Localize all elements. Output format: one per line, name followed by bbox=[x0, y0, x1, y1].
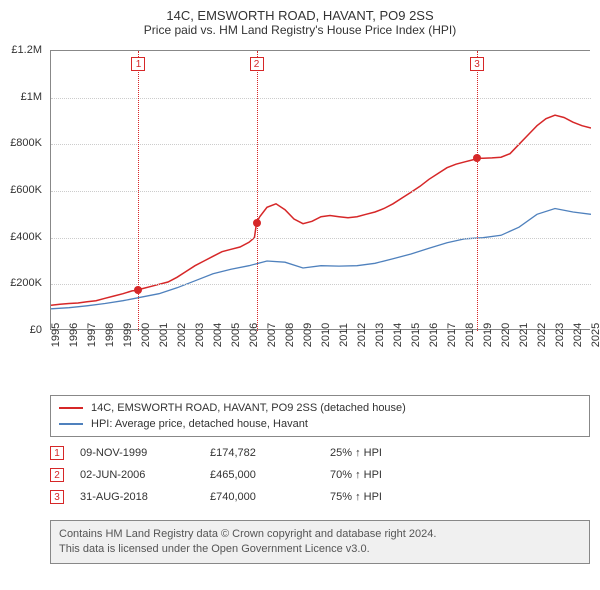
x-tick-label: 2018 bbox=[464, 323, 476, 347]
y-tick-label: £200K bbox=[10, 277, 42, 289]
y-tick-label: £1.2M bbox=[11, 44, 42, 56]
gridline bbox=[51, 238, 591, 239]
x-tick-label: 1996 bbox=[68, 323, 80, 347]
sale-date: 09-NOV-1999 bbox=[80, 447, 210, 459]
sale-marker-box: 3 bbox=[470, 57, 484, 71]
sale-dot bbox=[473, 154, 481, 162]
x-tick-label: 1998 bbox=[104, 323, 116, 347]
legend-box: 14C, EMSWORTH ROAD, HAVANT, PO9 2SS (det… bbox=[50, 395, 590, 437]
y-tick-label: £1M bbox=[21, 91, 42, 103]
plot-region: 1 2 3 bbox=[50, 50, 590, 330]
x-tick-label: 2000 bbox=[140, 323, 152, 347]
x-tick-label: 2011 bbox=[338, 323, 350, 347]
sale-price: £740,000 bbox=[210, 491, 330, 503]
sale-vline bbox=[477, 51, 478, 331]
x-tick-label: 2025 bbox=[590, 323, 600, 347]
series-hpi bbox=[51, 209, 591, 309]
gridline bbox=[51, 284, 591, 285]
sale-marker-3: 3 bbox=[50, 490, 64, 504]
x-tick-label: 2024 bbox=[572, 323, 584, 347]
x-tick-label: 2010 bbox=[320, 323, 332, 347]
x-tick-label: 2019 bbox=[482, 323, 494, 347]
chart-subtitle: Price paid vs. HM Land Registry's House … bbox=[0, 23, 600, 37]
y-tick-label: £800K bbox=[10, 137, 42, 149]
x-tick-label: 2009 bbox=[302, 323, 314, 347]
sales-row: 3 31-AUG-2018 £740,000 75% ↑ HPI bbox=[50, 486, 590, 508]
legend-item-hpi: HPI: Average price, detached house, Hava… bbox=[59, 416, 581, 432]
gridline bbox=[51, 98, 591, 99]
x-tick-label: 2023 bbox=[554, 323, 566, 347]
sale-dot bbox=[134, 286, 142, 294]
sale-marker-2: 2 bbox=[50, 468, 64, 482]
x-tick-label: 2016 bbox=[428, 323, 440, 347]
x-tick-label: 2017 bbox=[446, 323, 458, 347]
legend-swatch-hpi bbox=[59, 423, 83, 425]
y-tick-label: £400K bbox=[10, 231, 42, 243]
x-tick-label: 2012 bbox=[356, 323, 368, 347]
x-tick-label: 2001 bbox=[158, 323, 170, 347]
sale-price: £174,782 bbox=[210, 447, 330, 459]
chart-container: 14C, EMSWORTH ROAD, HAVANT, PO9 2SS Pric… bbox=[0, 0, 600, 590]
x-tick-label: 2003 bbox=[194, 323, 206, 347]
x-tick-label: 2008 bbox=[284, 323, 296, 347]
attribution-line2: This data is licensed under the Open Gov… bbox=[59, 542, 581, 557]
legend-swatch-price bbox=[59, 407, 83, 409]
x-tick-label: 2005 bbox=[230, 323, 242, 347]
x-tick-label: 1995 bbox=[50, 323, 62, 347]
sale-date: 31-AUG-2018 bbox=[80, 491, 210, 503]
x-tick-label: 2007 bbox=[266, 323, 278, 347]
x-tick-label: 1999 bbox=[122, 323, 134, 347]
legend-item-price: 14C, EMSWORTH ROAD, HAVANT, PO9 2SS (det… bbox=[59, 400, 581, 416]
legend-label-price: 14C, EMSWORTH ROAD, HAVANT, PO9 2SS (det… bbox=[91, 402, 406, 414]
attribution-line1: Contains HM Land Registry data © Crown c… bbox=[59, 527, 581, 542]
sale-delta: 75% ↑ HPI bbox=[330, 491, 450, 503]
legend-label-hpi: HPI: Average price, detached house, Hava… bbox=[91, 418, 308, 430]
x-tick-label: 2015 bbox=[410, 323, 422, 347]
sales-row: 1 09-NOV-1999 £174,782 25% ↑ HPI bbox=[50, 442, 590, 464]
gridline bbox=[51, 191, 591, 192]
gridline bbox=[51, 144, 591, 145]
x-tick-label: 2014 bbox=[392, 323, 404, 347]
x-tick-label: 2013 bbox=[374, 323, 386, 347]
sale-marker-box: 1 bbox=[131, 57, 145, 71]
sale-vline bbox=[257, 51, 258, 331]
attribution-box: Contains HM Land Registry data © Crown c… bbox=[50, 520, 590, 564]
sale-price: £465,000 bbox=[210, 469, 330, 481]
sales-table: 1 09-NOV-1999 £174,782 25% ↑ HPI 2 02-JU… bbox=[50, 442, 590, 508]
sale-marker-box: 2 bbox=[250, 57, 264, 71]
y-tick-label: £0 bbox=[30, 324, 42, 336]
y-tick-label: £600K bbox=[10, 184, 42, 196]
x-tick-label: 2006 bbox=[248, 323, 260, 347]
x-tick-label: 2022 bbox=[536, 323, 548, 347]
sales-row: 2 02-JUN-2006 £465,000 70% ↑ HPI bbox=[50, 464, 590, 486]
x-tick-label: 1997 bbox=[86, 323, 98, 347]
chart-area: 123 £0£200K£400K£600K£800K£1M£1.2M199519… bbox=[50, 50, 590, 370]
sale-delta: 70% ↑ HPI bbox=[330, 469, 450, 481]
x-tick-label: 2021 bbox=[518, 323, 530, 347]
sale-marker-1: 1 bbox=[50, 446, 64, 460]
sale-dot bbox=[253, 219, 261, 227]
x-tick-label: 2002 bbox=[176, 323, 188, 347]
x-tick-label: 2020 bbox=[500, 323, 512, 347]
sale-date: 02-JUN-2006 bbox=[80, 469, 210, 481]
sale-delta: 25% ↑ HPI bbox=[330, 447, 450, 459]
chart-title: 14C, EMSWORTH ROAD, HAVANT, PO9 2SS bbox=[0, 0, 600, 23]
x-tick-label: 2004 bbox=[212, 323, 224, 347]
